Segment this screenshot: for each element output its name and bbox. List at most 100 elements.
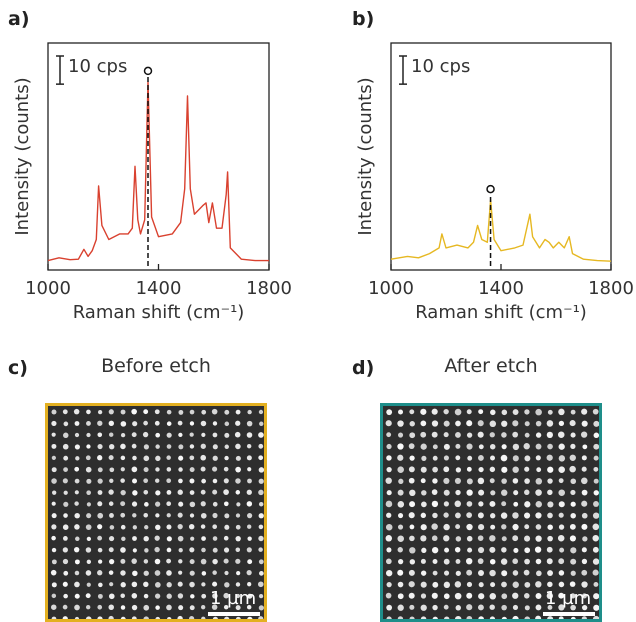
nanoparticle — [178, 570, 183, 575]
nanoparticle — [108, 501, 114, 506]
nanoparticle — [592, 523, 599, 531]
nanoparticle — [189, 570, 195, 576]
nanoparticle — [489, 569, 496, 577]
nanoparticle — [259, 571, 264, 576]
nanoparticle — [257, 581, 264, 588]
nanoparticle — [235, 524, 241, 530]
nanoparticle — [143, 559, 149, 564]
nanoparticle — [477, 431, 484, 438]
nanoparticle — [223, 604, 229, 610]
nanoparticle — [593, 432, 599, 439]
nanoparticle — [224, 524, 230, 530]
nanoparticle — [223, 547, 230, 553]
nanoparticle — [455, 420, 461, 427]
nanoparticle — [501, 570, 508, 577]
nanoparticle — [97, 547, 103, 553]
nanoparticle — [143, 455, 150, 462]
nanoparticle — [212, 501, 218, 507]
nanoparticle — [63, 593, 68, 599]
nanoparticle — [409, 604, 415, 610]
nanoparticle — [581, 466, 587, 472]
nanoparticle — [75, 536, 80, 542]
nanoparticle — [524, 535, 531, 542]
nanoparticle — [489, 478, 495, 484]
nanoparticle — [201, 432, 206, 437]
nanoparticle — [409, 421, 415, 427]
nanoparticle — [63, 421, 69, 427]
nanoparticle — [490, 582, 496, 588]
nanoparticle — [466, 466, 472, 472]
nanoparticle — [224, 444, 229, 449]
nanoparticle — [235, 466, 241, 473]
nanoparticle — [467, 547, 473, 553]
nanoparticle — [258, 455, 264, 461]
nanoparticle — [512, 478, 519, 484]
nanoparticle — [432, 512, 438, 519]
nanoparticle — [108, 455, 114, 461]
scale-bar-label-a: 10 cps — [68, 56, 127, 77]
nanoparticle — [581, 420, 588, 427]
nanoparticle — [212, 478, 218, 484]
nanoparticle — [51, 501, 56, 506]
nanoparticle — [501, 409, 508, 416]
nanoparticle — [512, 466, 519, 473]
nanoparticle — [120, 421, 127, 427]
nanoparticle — [189, 467, 195, 473]
nanoparticle — [570, 443, 576, 450]
nanoparticle — [86, 432, 91, 438]
nanoparticle — [51, 582, 57, 588]
nanoparticle — [455, 524, 461, 530]
nanoparticle — [570, 501, 576, 507]
nanoparticle — [120, 570, 126, 576]
nanoparticle — [489, 616, 496, 619]
nanoparticle — [478, 582, 484, 588]
nanoparticle — [74, 604, 80, 611]
nanoparticle — [408, 581, 415, 588]
nanoparticle — [200, 489, 206, 495]
nanoparticle — [535, 593, 542, 599]
nanoparticle — [189, 547, 195, 553]
nanoparticle — [154, 546, 160, 553]
nanoparticle — [454, 546, 461, 553]
nanoparticle — [546, 592, 554, 600]
nanoparticle — [74, 421, 80, 426]
nanoparticle — [408, 569, 415, 576]
nanoparticle — [478, 455, 484, 461]
nanoparticle — [189, 513, 195, 518]
nanoparticle — [466, 501, 473, 507]
nanoparticle — [466, 569, 473, 576]
nanoparticle — [189, 581, 195, 588]
nanoparticle — [501, 420, 508, 427]
nanoparticle — [143, 420, 148, 426]
nanoparticle — [86, 421, 91, 426]
nanoparticle — [431, 500, 439, 508]
nanoparticle — [235, 582, 241, 587]
nanoparticle — [570, 570, 576, 576]
nanoparticle — [489, 420, 497, 428]
nanoparticle — [74, 466, 80, 472]
nanoparticle — [154, 420, 160, 426]
nanoparticle — [592, 546, 599, 553]
nanoparticle — [144, 502, 149, 507]
nanoparticle — [593, 455, 599, 461]
nanoparticle — [466, 523, 473, 531]
nanoparticle — [235, 443, 241, 450]
nanoparticle — [155, 444, 160, 449]
nanoparticle — [569, 465, 576, 473]
nanoparticle — [132, 570, 138, 577]
nanoparticle — [85, 466, 92, 473]
nanoparticle — [155, 432, 161, 438]
nanoparticle — [443, 523, 450, 531]
nanoparticle — [454, 581, 462, 588]
nanoparticle — [581, 512, 588, 519]
nanoparticle — [420, 581, 427, 588]
nanoparticle — [593, 466, 599, 472]
nanoparticle — [547, 466, 554, 473]
nanoparticle — [109, 525, 115, 530]
nanoparticle — [489, 558, 496, 565]
nanoparticle — [212, 547, 218, 553]
nanoparticle — [535, 432, 542, 438]
nanoparticle — [246, 432, 253, 438]
nanoparticle — [420, 524, 427, 531]
nanoparticle — [98, 559, 103, 564]
